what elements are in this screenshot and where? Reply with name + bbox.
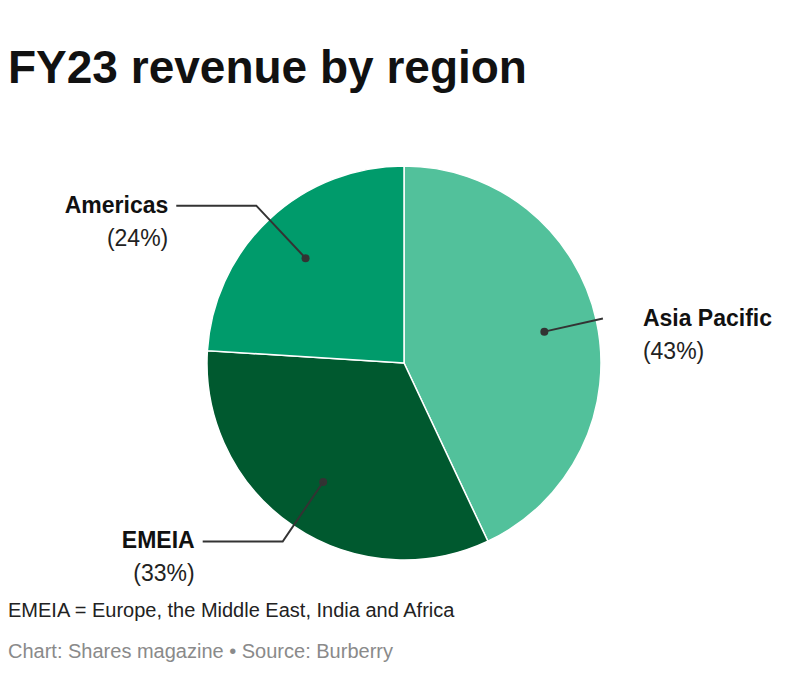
svg-text:(33%): (33%) <box>133 560 194 586</box>
svg-text:(24%): (24%) <box>107 225 168 251</box>
html-text:FY23 revenue by region: FY23 revenue by region <box>8 41 527 93</box>
html-text:Chart: Shares magazine • Sourc: Chart: Shares magazine • Source: Burberr… <box>8 640 393 662</box>
svg-text:(43%): (43%) <box>643 338 704 364</box>
html-text:EMEIA = Europe, the Middle Eas: EMEIA = Europe, the Middle East, India a… <box>8 599 455 621</box>
svg-text:EMEIA: EMEIA <box>122 527 195 553</box>
svg-text:Americas: Americas <box>65 192 169 218</box>
svg-text:Asia Pacific: Asia Pacific <box>643 305 772 331</box>
